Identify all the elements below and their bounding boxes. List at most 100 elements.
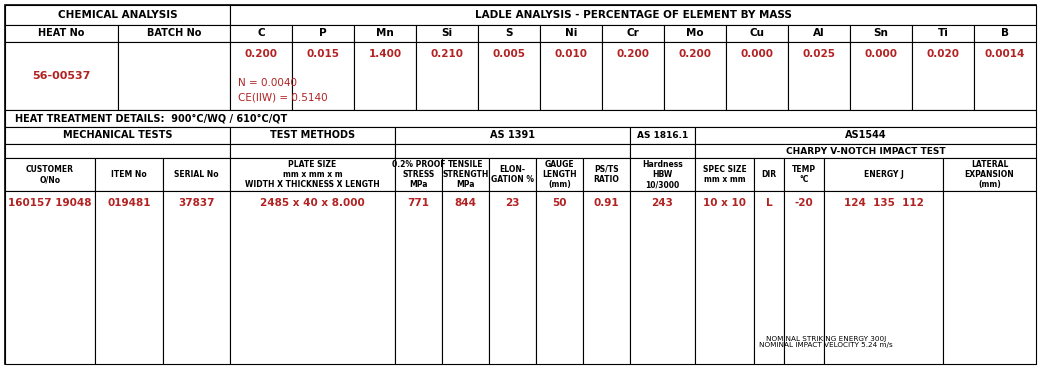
Text: ELON-
GATION %: ELON- GATION % bbox=[491, 165, 534, 184]
Text: PLATE SIZE
mm x mm x m
WIDTH X THICKNESS X LENGTH: PLATE SIZE mm x mm x m WIDTH X THICKNESS… bbox=[245, 160, 380, 189]
Text: 771: 771 bbox=[407, 198, 430, 208]
Text: BATCH No: BATCH No bbox=[147, 28, 201, 38]
Bar bbox=[630, 158, 695, 191]
Bar bbox=[850, 42, 912, 110]
Bar bbox=[784, 191, 824, 364]
Bar bbox=[974, 25, 1036, 42]
Bar bbox=[230, 191, 395, 364]
Bar bbox=[540, 25, 602, 42]
Text: 37837: 37837 bbox=[178, 198, 214, 208]
Text: LADLE ANALYSIS - PERCENTAGE OF ELEMENT BY MASS: LADLE ANALYSIS - PERCENTAGE OF ELEMENT B… bbox=[475, 10, 791, 20]
Text: SPEC SIZE
mm x mm: SPEC SIZE mm x mm bbox=[703, 165, 746, 184]
Bar bbox=[754, 158, 784, 191]
Bar bbox=[395, 158, 442, 191]
Text: Hardness
HBW
10/3000: Hardness HBW 10/3000 bbox=[642, 160, 683, 189]
Bar bbox=[489, 158, 536, 191]
Text: Cr: Cr bbox=[627, 28, 639, 38]
Bar bbox=[230, 5, 1036, 25]
Text: 0.005: 0.005 bbox=[492, 49, 526, 59]
Bar bbox=[536, 158, 583, 191]
Bar bbox=[291, 25, 354, 42]
Text: Cu: Cu bbox=[750, 28, 764, 38]
Text: Si: Si bbox=[441, 28, 453, 38]
Text: 2485 x 40 x 8.000: 2485 x 40 x 8.000 bbox=[260, 198, 365, 208]
Bar bbox=[788, 42, 850, 110]
Bar bbox=[354, 25, 416, 42]
Text: PS/TS
RATIO: PS/TS RATIO bbox=[593, 165, 619, 184]
Text: 10 x 10: 10 x 10 bbox=[703, 198, 746, 208]
Bar bbox=[230, 42, 291, 110]
Bar bbox=[943, 191, 1036, 364]
Text: AS1544: AS1544 bbox=[844, 131, 886, 141]
Bar bbox=[5, 110, 1036, 127]
Text: NOMINAL STRIKING ENERGY 300J
NOMINAL IMPACT VELOCITY 5.24 m/s: NOMINAL STRIKING ENERGY 300J NOMINAL IMP… bbox=[759, 335, 893, 348]
Bar bbox=[943, 158, 1036, 191]
Text: N = 0.0040: N = 0.0040 bbox=[238, 78, 297, 88]
Bar bbox=[824, 158, 943, 191]
Text: TENSILE
STRENGTH
MPa: TENSILE STRENGTH MPa bbox=[442, 160, 488, 189]
Bar bbox=[395, 144, 630, 158]
Text: CHEMICAL ANALYSIS: CHEMICAL ANALYSIS bbox=[57, 10, 177, 20]
Text: 0.010: 0.010 bbox=[555, 49, 587, 59]
Text: 243: 243 bbox=[652, 198, 674, 208]
Text: S: S bbox=[505, 28, 513, 38]
Bar bbox=[602, 25, 664, 42]
Text: CE(IIW) = 0.5140: CE(IIW) = 0.5140 bbox=[238, 93, 328, 103]
Bar bbox=[416, 25, 478, 42]
Text: SERIAL No: SERIAL No bbox=[174, 170, 219, 179]
Bar bbox=[602, 42, 664, 110]
Text: Sn: Sn bbox=[873, 28, 888, 38]
Text: ENERGY J: ENERGY J bbox=[864, 170, 904, 179]
Text: CHARPY V-NOTCH IMPACT TEST: CHARPY V-NOTCH IMPACT TEST bbox=[786, 146, 945, 155]
Bar bbox=[163, 191, 230, 364]
Text: C: C bbox=[257, 28, 264, 38]
Bar bbox=[583, 158, 630, 191]
Bar bbox=[230, 25, 291, 42]
Text: Mn: Mn bbox=[376, 28, 393, 38]
Bar bbox=[695, 127, 1036, 144]
Text: 23: 23 bbox=[505, 198, 519, 208]
Text: MECHANICAL TESTS: MECHANICAL TESTS bbox=[62, 131, 172, 141]
Bar bbox=[788, 25, 850, 42]
Text: 0.200: 0.200 bbox=[679, 49, 711, 59]
Text: HEAT TREATMENT DETAILS:  900°C/WQ / 610°C/QT: HEAT TREATMENT DETAILS: 900°C/WQ / 610°C… bbox=[15, 114, 287, 124]
Text: 160157 19048: 160157 19048 bbox=[8, 198, 92, 208]
Bar bbox=[5, 158, 95, 191]
Bar bbox=[118, 25, 230, 42]
Bar bbox=[583, 191, 630, 364]
Text: 0.020: 0.020 bbox=[926, 49, 960, 59]
Text: 0.000: 0.000 bbox=[864, 49, 897, 59]
Text: B: B bbox=[1001, 28, 1009, 38]
Bar bbox=[5, 144, 230, 158]
Text: LATERAL
EXPANSION
(mm): LATERAL EXPANSION (mm) bbox=[965, 160, 1014, 189]
Text: AS 1391: AS 1391 bbox=[490, 131, 535, 141]
Bar bbox=[695, 158, 754, 191]
Bar bbox=[478, 25, 540, 42]
Bar bbox=[630, 127, 695, 144]
Text: P: P bbox=[320, 28, 327, 38]
Bar bbox=[754, 191, 784, 364]
Bar bbox=[664, 25, 726, 42]
Bar bbox=[912, 25, 974, 42]
Bar bbox=[784, 158, 824, 191]
Bar bbox=[230, 127, 395, 144]
Bar bbox=[695, 144, 1036, 158]
Bar bbox=[478, 42, 540, 110]
Text: 56-00537: 56-00537 bbox=[32, 71, 91, 81]
Text: HEAT No: HEAT No bbox=[39, 28, 84, 38]
Text: Ti: Ti bbox=[938, 28, 948, 38]
Bar bbox=[489, 191, 536, 364]
Bar bbox=[163, 158, 230, 191]
Bar bbox=[974, 42, 1036, 110]
Text: 0.200: 0.200 bbox=[616, 49, 650, 59]
Bar bbox=[395, 191, 442, 364]
Bar bbox=[726, 25, 788, 42]
Bar bbox=[5, 127, 230, 144]
Text: ITEM No: ITEM No bbox=[111, 170, 147, 179]
Bar bbox=[95, 191, 163, 364]
Text: 0.200: 0.200 bbox=[245, 49, 278, 59]
Text: 844: 844 bbox=[455, 198, 477, 208]
Bar bbox=[536, 191, 583, 364]
Text: 0.000: 0.000 bbox=[740, 49, 773, 59]
Text: DIR: DIR bbox=[761, 170, 777, 179]
